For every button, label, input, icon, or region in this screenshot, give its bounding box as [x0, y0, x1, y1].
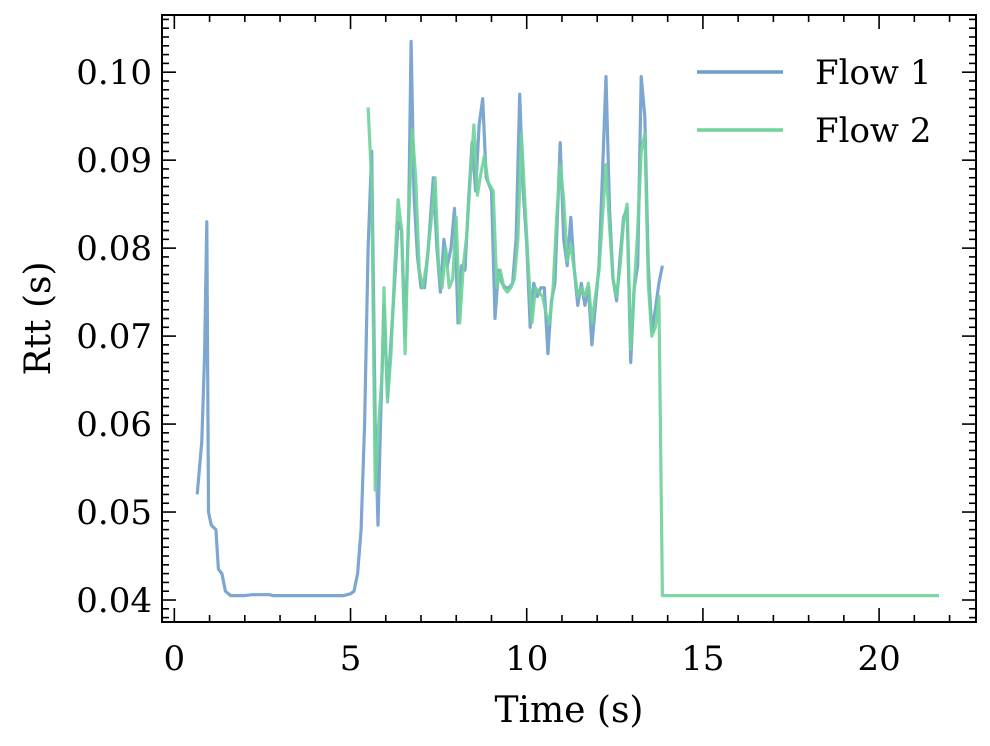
y-axis-label: Rtt (s) [18, 261, 59, 375]
legend: Flow 1 Flow 2 [697, 53, 931, 151]
x-tick-label: 15 [681, 639, 724, 679]
y-tick-label: 0.10 [76, 53, 152, 93]
x-tick-label: 10 [505, 639, 548, 679]
series-line-flow-2 [366, 107, 939, 598]
x-tick-label: 20 [857, 639, 900, 679]
legend-label-flow-1: Flow 1 [815, 53, 931, 93]
y-tick-label: 0.05 [76, 493, 152, 533]
x-axis-label: Time (s) [495, 690, 644, 731]
x-tick-label: 5 [340, 639, 362, 679]
y-tick-label: 0.07 [76, 317, 152, 357]
y-tick-label: 0.08 [76, 229, 152, 269]
y-tick-label: 0.09 [76, 141, 152, 181]
plot-frame [161, 14, 977, 623]
ticks-layer: 0 5 10 15 20 0.04 0.05 0.06 0.07 0.08 0.09 0.10 [76, 15, 976, 679]
y-tick-label: 0.06 [76, 405, 152, 445]
series-line-flow-1 [195, 39, 664, 598]
y-tick-label: 0.04 [76, 581, 152, 621]
legend-label-flow-2: Flow 2 [815, 111, 931, 151]
x-tick-label: 0 [164, 639, 186, 679]
series-layer [195, 39, 939, 598]
